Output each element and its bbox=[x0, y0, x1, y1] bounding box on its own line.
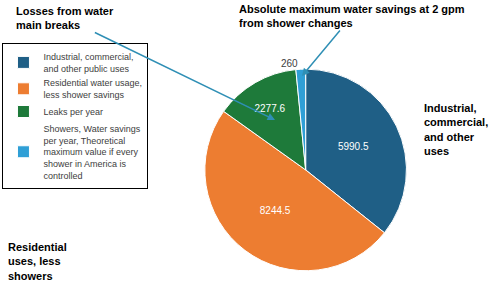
svg-text:Industrial, commercial,and oth: Industrial, commercial,and other public … bbox=[43, 52, 133, 74]
svg-text:Industrial,commercial,and othe: Industrial,commercial,and otheruses bbox=[424, 102, 488, 157]
svg-text:8244.5: 8244.5 bbox=[260, 205, 291, 216]
svg-text:Showers, Water savingsper year: Showers, Water savingsper year, Theoreti… bbox=[43, 124, 140, 181]
svg-text:Leaks per year: Leaks per year bbox=[43, 107, 103, 117]
svg-text:Losses from watermain breaks: Losses from watermain breaks bbox=[16, 5, 114, 31]
svg-text:Absolute maximum water savings: Absolute maximum water savings at 2 gpmf… bbox=[239, 3, 465, 29]
svg-text:Residential water usage,less s: Residential water usage,less shower savi… bbox=[43, 78, 142, 100]
svg-text:Residentialuses, lessshowers: Residentialuses, lessshowers bbox=[8, 241, 67, 282]
svg-text:5990.5: 5990.5 bbox=[338, 141, 369, 152]
svg-text:2277.6: 2277.6 bbox=[254, 103, 285, 114]
svg-text:260: 260 bbox=[281, 58, 298, 69]
